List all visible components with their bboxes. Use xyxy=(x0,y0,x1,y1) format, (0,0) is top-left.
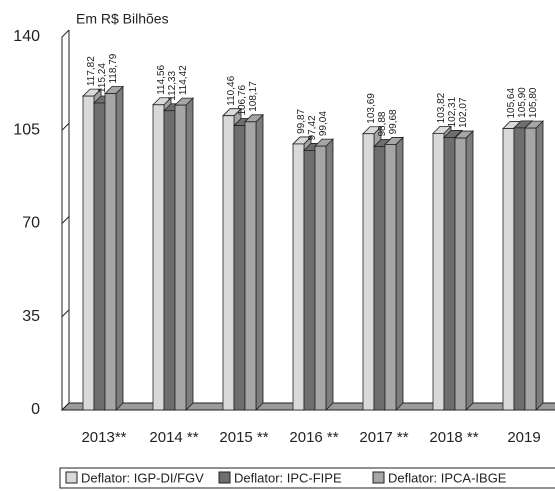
value-label: 112,33 xyxy=(167,70,178,100)
value-label: 98,88 xyxy=(377,111,388,136)
bar xyxy=(174,104,187,411)
value-label: 102,07 xyxy=(458,97,469,128)
legend-label: Deflator: IGP-DI/FGV xyxy=(81,470,204,485)
value-label: 118,79 xyxy=(108,53,119,83)
value-label: 103,69 xyxy=(366,93,377,124)
bar xyxy=(82,95,95,411)
bar xyxy=(104,93,117,411)
x-tick-label: 2019 xyxy=(507,429,540,446)
value-label: 105,80 xyxy=(528,87,539,118)
bar xyxy=(244,121,257,411)
bar xyxy=(93,102,106,411)
bar xyxy=(292,143,305,411)
bar xyxy=(513,127,526,411)
x-tick-label: 2013** xyxy=(81,429,126,446)
bar-side xyxy=(255,113,264,411)
bar xyxy=(524,127,537,411)
y-axis-label: Em R$ Bilhões xyxy=(76,11,169,27)
y-tick-label: 140 xyxy=(13,28,40,45)
legend-swatch xyxy=(65,471,78,484)
y-tick-label: 105 xyxy=(13,121,40,138)
value-label: 102,31 xyxy=(447,96,458,127)
value-label: 103,82 xyxy=(436,92,447,123)
bar xyxy=(163,110,176,411)
tick-mark xyxy=(61,216,70,224)
bar-side xyxy=(395,136,404,411)
y-tick-label: 0 xyxy=(31,401,40,418)
tick-mark xyxy=(61,29,70,38)
value-label: 99,04 xyxy=(318,111,329,136)
value-label: 99,68 xyxy=(388,109,399,134)
bar xyxy=(502,128,515,411)
bar-side xyxy=(185,97,194,411)
value-label: 117,82 xyxy=(86,56,97,86)
x-tick-label: 2017 ** xyxy=(359,429,408,446)
value-label: 110,46 xyxy=(226,75,237,105)
bar xyxy=(384,144,397,411)
value-label: 114,56 xyxy=(156,64,167,94)
legend-label: Deflator: IPCA-IBGE xyxy=(388,470,507,485)
bar xyxy=(303,150,316,411)
bar xyxy=(314,145,327,411)
y-tick-label: 35 xyxy=(22,308,40,325)
bar-side xyxy=(535,120,544,411)
value-label: 106,76 xyxy=(237,85,248,116)
bar xyxy=(222,115,235,411)
bar xyxy=(233,125,246,411)
bar xyxy=(362,133,375,411)
tick-mark xyxy=(61,122,70,131)
bar xyxy=(454,137,467,411)
value-label: 99,87 xyxy=(296,108,307,133)
bar-side xyxy=(325,138,334,411)
bar-side xyxy=(465,130,474,411)
bar xyxy=(373,146,386,411)
bar-side xyxy=(115,85,124,411)
x-tick-label: 2018 ** xyxy=(429,429,478,446)
legend-swatch xyxy=(218,471,231,484)
x-tick-label: 2016 ** xyxy=(289,429,338,446)
legend-label: Deflator: IPC-FIPE xyxy=(234,470,342,485)
value-label: 105,90 xyxy=(517,87,528,118)
bar xyxy=(152,104,165,411)
value-label: 105,64 xyxy=(506,88,517,119)
legend-swatch xyxy=(372,471,385,484)
value-label: 115,24 xyxy=(97,63,108,93)
value-label: 108,17 xyxy=(248,81,259,112)
value-label: 114,42 xyxy=(178,65,189,95)
value-label: 97,42 xyxy=(307,115,318,140)
x-tick-label: 2014 ** xyxy=(149,429,198,446)
bar xyxy=(443,137,456,411)
y-tick-label: 70 xyxy=(22,215,40,232)
bar xyxy=(432,132,445,411)
x-tick-label: 2015 ** xyxy=(219,429,268,446)
tick-mark xyxy=(61,309,70,318)
legend-box xyxy=(59,467,555,489)
